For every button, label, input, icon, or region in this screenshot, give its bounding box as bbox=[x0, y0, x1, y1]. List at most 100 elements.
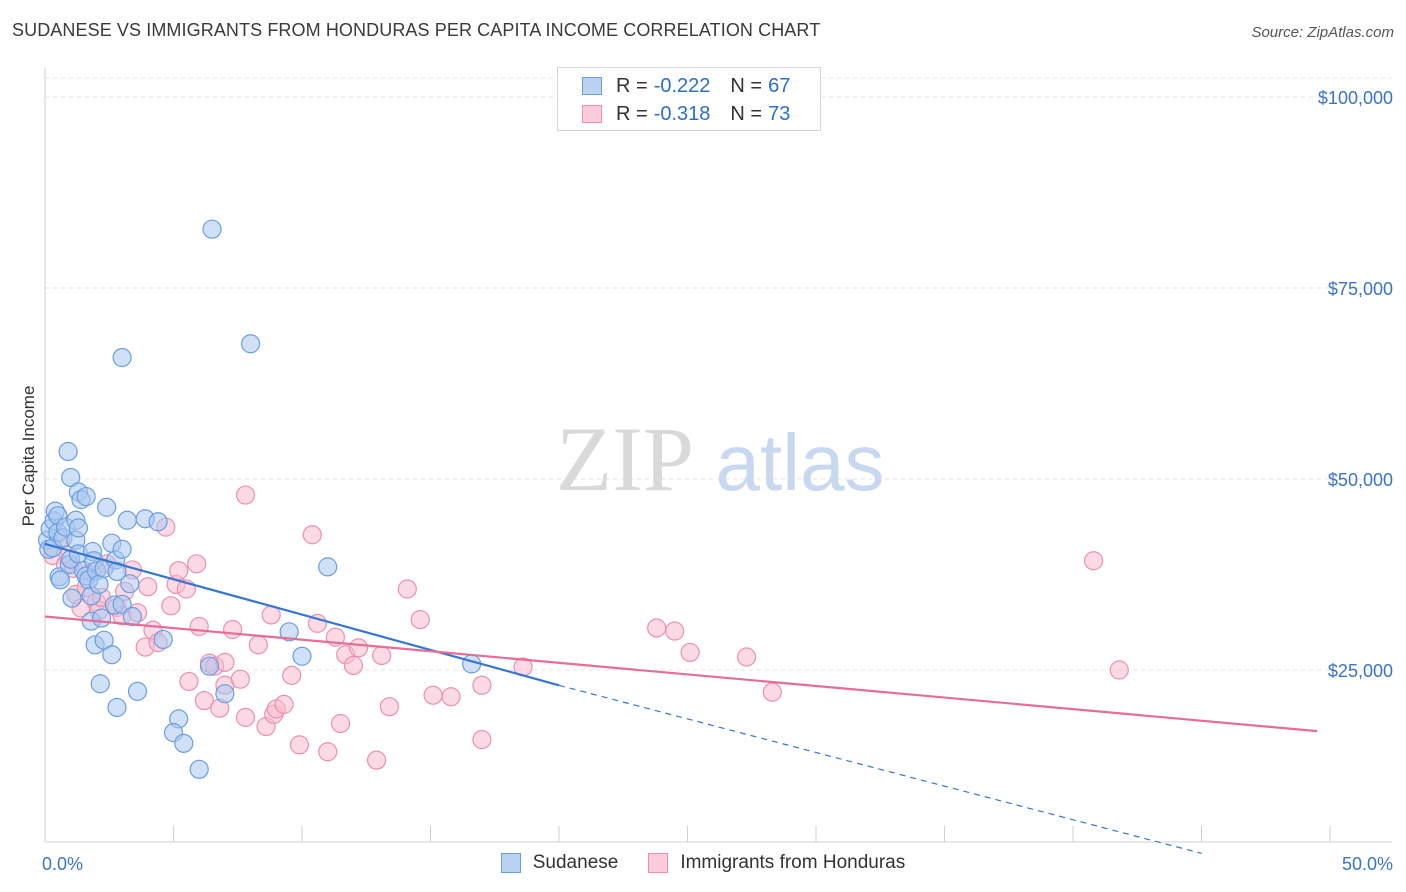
legend-row-sudanese: R = -0.222 N = 67 bbox=[582, 74, 790, 98]
honduras-point bbox=[274, 694, 294, 714]
legend-swatch-honduras bbox=[648, 853, 669, 873]
sudanese-point bbox=[107, 561, 127, 582]
legend-label-honduras: Immigrants from Honduras bbox=[680, 852, 906, 873]
honduras-point bbox=[179, 671, 199, 692]
honduras-point bbox=[161, 596, 181, 616]
sudanese-point bbox=[174, 733, 194, 753]
honduras-point bbox=[138, 577, 158, 597]
honduras-point bbox=[289, 735, 310, 755]
legend-row-honduras: R = -0.318 N = 73 bbox=[582, 102, 790, 126]
sudanese-points bbox=[37, 219, 482, 779]
sudanese-point bbox=[122, 606, 142, 627]
source-label: Source: ZipAtlas.com bbox=[1251, 24, 1394, 41]
sudanese-trend-line bbox=[44, 542, 560, 687]
sudanese-point bbox=[127, 681, 148, 701]
honduras-point bbox=[680, 642, 700, 663]
honduras-point bbox=[187, 554, 207, 574]
honduras-point bbox=[441, 687, 461, 707]
honduras-point bbox=[194, 690, 214, 711]
honduras-point bbox=[379, 697, 399, 717]
honduras-point bbox=[423, 685, 443, 705]
legend-r-value: -0.222 bbox=[653, 74, 711, 97]
grid-lines bbox=[45, 77, 1392, 671]
legend-n-value: 73 bbox=[768, 102, 791, 125]
honduras-point bbox=[302, 525, 322, 545]
honduras-point bbox=[348, 638, 369, 658]
sudanese-point bbox=[97, 497, 117, 517]
y-tick-label: $75,000 bbox=[1328, 279, 1393, 299]
y-tick-label: $25,000 bbox=[1328, 661, 1393, 681]
legend-n-label: N = bbox=[730, 74, 763, 97]
sudanese-point bbox=[292, 646, 312, 666]
chart-title: SUDANESE VS IMMIGRANTS FROM HONDURAS PER… bbox=[12, 20, 821, 40]
axes bbox=[44, 68, 1392, 843]
sudanese-trend-extension bbox=[558, 684, 1202, 854]
sudanese-point bbox=[153, 629, 173, 650]
sudanese-point bbox=[279, 622, 299, 642]
legend-swatch-sudanese bbox=[500, 853, 521, 873]
honduras-point bbox=[248, 635, 268, 655]
watermark-atlas: atlas bbox=[716, 418, 885, 507]
honduras-point bbox=[397, 579, 417, 599]
sudanese-point bbox=[68, 518, 89, 538]
legend-swatch-pink bbox=[582, 105, 602, 123]
sudanese-point bbox=[107, 697, 127, 718]
watermark-zip: ZIP bbox=[556, 408, 694, 510]
x-tick-label-left: 0.0% bbox=[42, 854, 83, 874]
sudanese-point bbox=[112, 539, 132, 559]
honduras-trend-line bbox=[44, 615, 1318, 733]
honduras-point bbox=[318, 742, 338, 762]
sudanese-point bbox=[318, 557, 338, 577]
sudanese-point bbox=[215, 684, 235, 704]
series-legend: Sudanese Immigrants from Honduras bbox=[0, 852, 1406, 874]
sudanese-point bbox=[202, 219, 222, 239]
sudanese-point bbox=[148, 512, 168, 532]
honduras-point bbox=[330, 713, 351, 734]
honduras-point bbox=[366, 750, 387, 770]
sudanese-point bbox=[50, 570, 71, 590]
legend-item-honduras[interactable]: Immigrants from Honduras bbox=[648, 852, 905, 874]
sudanese-point bbox=[117, 510, 137, 530]
honduras-point bbox=[410, 609, 430, 630]
legend-swatch-blue bbox=[582, 77, 602, 95]
x-tick-label-right: 50.0% bbox=[1342, 854, 1393, 874]
honduras-point bbox=[235, 485, 256, 505]
sudanese-point bbox=[89, 574, 109, 595]
legend-r-label: R = bbox=[616, 102, 648, 125]
trend-lines bbox=[44, 542, 1318, 854]
correlation-legend: R = -0.222 N = 67 R = -0.318 N = 73 bbox=[557, 67, 821, 131]
y-tick-labels: $25,000 $50,000 $75,000 $100,000 bbox=[1318, 88, 1393, 681]
watermark: ZIP atlas bbox=[556, 408, 884, 510]
honduras-point bbox=[282, 665, 302, 685]
honduras-points bbox=[43, 485, 1129, 770]
sudanese-point bbox=[90, 674, 110, 694]
sudanese-point bbox=[120, 574, 140, 594]
y-tick-label: $50,000 bbox=[1328, 470, 1393, 490]
sudanese-point bbox=[189, 759, 209, 779]
legend-r-label: R = bbox=[616, 74, 648, 97]
sudanese-point bbox=[112, 347, 132, 368]
honduras-point bbox=[230, 669, 250, 689]
sudanese-point bbox=[102, 645, 122, 665]
honduras-point bbox=[372, 645, 392, 666]
honduras-point bbox=[343, 655, 363, 676]
legend-item-sudanese[interactable]: Sudanese bbox=[500, 852, 619, 874]
honduras-point bbox=[762, 682, 782, 702]
honduras-point bbox=[1083, 551, 1104, 571]
honduras-point bbox=[189, 616, 209, 637]
honduras-point bbox=[169, 561, 189, 581]
honduras-point bbox=[235, 707, 256, 727]
honduras-point bbox=[223, 619, 243, 640]
y-axis-label: Per Capita Income bbox=[19, 386, 38, 527]
honduras-point bbox=[665, 621, 685, 641]
sudanese-point bbox=[58, 441, 78, 462]
sudanese-point bbox=[62, 588, 82, 608]
sudanese-point bbox=[112, 594, 132, 614]
honduras-point bbox=[307, 613, 328, 633]
sudanese-point bbox=[199, 656, 220, 676]
honduras-point bbox=[1109, 660, 1129, 680]
legend-label-sudanese: Sudanese bbox=[532, 852, 619, 873]
legend-n-value: 67 bbox=[768, 74, 791, 97]
honduras-point bbox=[472, 729, 492, 750]
